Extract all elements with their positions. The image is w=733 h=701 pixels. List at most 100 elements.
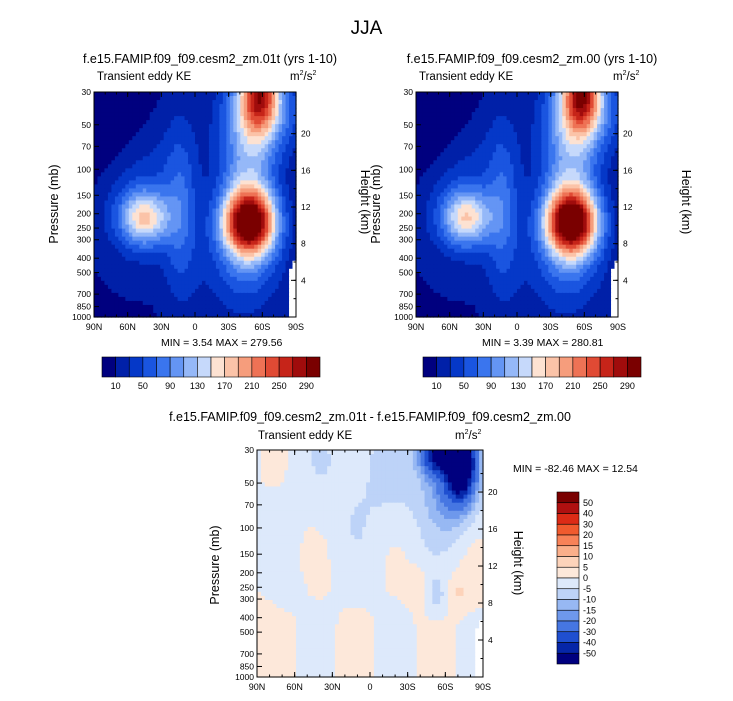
panel1-ytick-label: 400 xyxy=(77,253,91,263)
panel3-y2tick-label: 8 xyxy=(488,598,493,608)
colorbar-label: -30 xyxy=(583,627,596,637)
panel1-units-label: m2/s2 xyxy=(290,70,317,83)
colorbar-swatch xyxy=(169,356,185,378)
panel3-y2tick-label: 20 xyxy=(488,487,498,497)
panel2-y2tick-label: 8 xyxy=(623,239,628,249)
colorbar-swatch xyxy=(142,356,157,378)
panel1-ylabel: Pressure (mb) xyxy=(47,164,61,244)
colorbar-swatch xyxy=(422,356,437,378)
panel2-ytick-label: 100 xyxy=(399,164,413,174)
panel3-ytick-label: 250 xyxy=(240,582,254,592)
panel1-ytick-label: 30 xyxy=(82,89,92,97)
panel2-y2tick-label: 16 xyxy=(623,165,633,175)
colorbar-swatch xyxy=(572,356,587,378)
colorbar-label: 250 xyxy=(272,381,287,391)
colorbar-label: 15 xyxy=(583,541,593,551)
colorbar-swatch xyxy=(558,356,574,378)
colorbar-swatch xyxy=(490,356,506,378)
panel1-ytick-label: 1000 xyxy=(72,312,91,322)
colorbar-swatch xyxy=(237,356,253,378)
panel3-ylabel: Pressure (mb) xyxy=(208,525,222,605)
panel3-y2tick-label: 16 xyxy=(488,524,498,534)
colorbar-swatch xyxy=(556,609,580,622)
panel2-ylabel: Pressure (mb) xyxy=(369,164,383,244)
panel1-ytick-label: 300 xyxy=(77,235,91,245)
panel3-y2label: Height (km) xyxy=(511,530,525,596)
colorbar-label: -15 xyxy=(583,605,596,615)
panel2-xtick-label: 30N xyxy=(475,322,492,332)
panel3-ytick-label: 300 xyxy=(240,594,254,604)
colorbar-label: -5 xyxy=(583,584,591,594)
colorbar-label: 40 xyxy=(583,509,593,519)
panel1-ytick-label: 100 xyxy=(77,164,91,174)
colorbar-swatch xyxy=(477,356,492,378)
colorbar-label: -10 xyxy=(583,595,596,605)
panel3-plot: 90N 60N 30N 0 30S 60S 90S 30 50 70 100 150 200 250 300… xyxy=(235,447,498,692)
panel3-xtick-label: 90S xyxy=(475,682,491,692)
panel3-ytick-label: 200 xyxy=(240,568,254,578)
panel3-xtick-label: 90N xyxy=(249,682,266,692)
panel3-xtick-label: 60S xyxy=(437,682,453,692)
colorbar-swatch xyxy=(556,599,580,611)
panel3-ytick-label: 700 xyxy=(240,649,254,659)
panel1-plot: 90N 60N 30N 0 30S 60S 90S 30 50 70 100 150 200 250 300… xyxy=(72,89,311,332)
colorbar-label: 50 xyxy=(138,381,148,391)
panel1-colorbar: 10 50 90 130 170 210 250 290 xyxy=(101,356,321,391)
colorbar-label: 5 xyxy=(583,562,588,572)
panel2-xtick-label: 90N xyxy=(408,322,425,332)
colorbar-label: 290 xyxy=(620,381,635,391)
panel2-ytick-label: 150 xyxy=(399,190,413,200)
panel1-xtick-label: 30N xyxy=(153,322,170,332)
colorbar-swatch xyxy=(627,356,642,378)
colorbar-label: 50 xyxy=(583,498,593,508)
colorbar-swatch xyxy=(265,356,280,378)
panel3-xtick-label: 60N xyxy=(286,682,303,692)
colorbar-label: 130 xyxy=(190,381,205,391)
panel1-y2tick-label: 4 xyxy=(301,275,306,285)
colorbar-swatch xyxy=(278,356,294,378)
panel2-ytick-label: 250 xyxy=(399,223,413,233)
panel2-ytick-label: 50 xyxy=(404,120,414,130)
colorbar-swatch xyxy=(556,588,580,600)
panel1-xtick-label: 60N xyxy=(119,322,136,332)
colorbar-swatch xyxy=(556,523,580,536)
panel2-xtick-label: 30S xyxy=(543,322,559,332)
panel1-field xyxy=(94,92,297,318)
colorbar-label: -20 xyxy=(583,616,596,626)
colorbar-swatch xyxy=(556,631,580,643)
colorbar-swatch xyxy=(197,356,212,378)
colorbar-swatch xyxy=(306,356,321,378)
colorbar-swatch xyxy=(599,356,615,378)
colorbar-swatch xyxy=(156,356,171,378)
colorbar-swatch xyxy=(518,356,533,378)
colorbar-label: 30 xyxy=(583,519,593,529)
panel2-y2tick-label: 20 xyxy=(623,129,633,139)
panel1-title: f.e15.FAMIP.f09_f09.cesm2_zm.01t (yrs 1-… xyxy=(82,52,338,66)
panel2-ytick-label: 400 xyxy=(399,253,413,263)
colorbar-label: 50 xyxy=(459,381,469,391)
panel1-xtick-label: 90S xyxy=(288,322,304,332)
colorbar-label: 20 xyxy=(583,530,593,540)
panel1-ytick-label: 700 xyxy=(77,289,91,299)
panel1-y2tick-label: 12 xyxy=(301,202,311,212)
panel3-y2tick-label: 12 xyxy=(488,561,498,571)
colorbar-swatch xyxy=(128,356,144,378)
panel3-ytick-label: 500 xyxy=(240,627,254,637)
colorbar-swatch xyxy=(449,356,465,378)
panel3-xtick-label: 30S xyxy=(400,682,416,692)
panel3-ytick-label: 150 xyxy=(240,549,254,559)
colorbar-label: 250 xyxy=(593,381,608,391)
colorbar-swatch xyxy=(556,577,580,590)
colorbar-label: 210 xyxy=(244,381,259,391)
panel1-ytick-label: 850 xyxy=(77,302,91,312)
panel2-ytick-label: 30 xyxy=(404,89,414,97)
panel3-title: f.e15.FAMIP.f09_f09.cesm2_zm.01t - f.e15… xyxy=(169,410,571,424)
colorbar-swatch xyxy=(556,545,580,557)
panel1-xtick-label: 60S xyxy=(254,322,270,332)
colorbar-swatch xyxy=(292,356,307,378)
panel3-y2tick-label: 4 xyxy=(488,635,493,645)
colorbar-swatch xyxy=(545,356,560,378)
colorbar-swatch xyxy=(556,652,580,665)
colorbar-label: 90 xyxy=(486,381,496,391)
figure-title: JJA xyxy=(350,18,383,39)
